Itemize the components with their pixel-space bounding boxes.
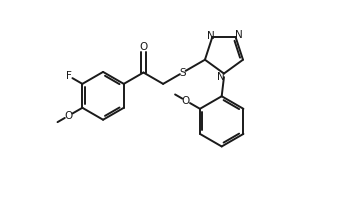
- Text: N: N: [235, 30, 243, 40]
- Text: S: S: [180, 68, 186, 77]
- Text: N: N: [217, 72, 225, 82]
- Text: N: N: [207, 31, 215, 41]
- Text: F: F: [66, 71, 72, 81]
- Text: O: O: [64, 111, 73, 121]
- Text: O: O: [139, 42, 147, 52]
- Text: O: O: [182, 96, 190, 106]
